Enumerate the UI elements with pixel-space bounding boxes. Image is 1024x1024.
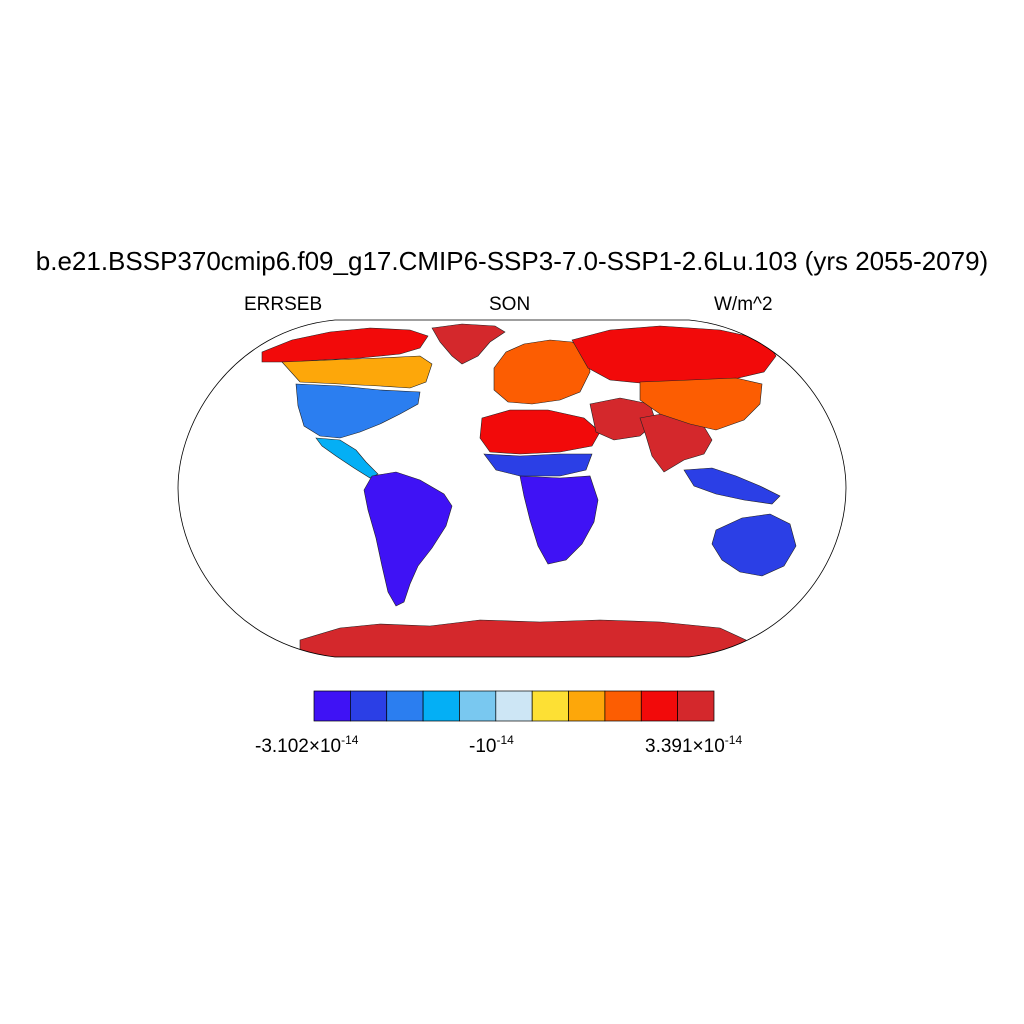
colorbar-min-label: -3.102×10-14	[255, 733, 359, 757]
colorbar-swatch	[640, 690, 678, 722]
greenland	[431, 323, 506, 365]
east-asia	[639, 377, 763, 431]
north-africa	[479, 409, 601, 455]
colorbar-swatch	[677, 690, 715, 722]
colorbar-swatch	[495, 690, 533, 722]
colorbar-swatch	[386, 690, 424, 722]
north-america-central	[295, 383, 421, 439]
units-label: W/m^2	[714, 294, 773, 315]
siberia	[571, 325, 777, 385]
central-america	[315, 437, 379, 479]
variable-label: ERRSEB	[244, 294, 323, 315]
south-america	[363, 471, 453, 607]
colorbar-swatch	[568, 690, 606, 722]
globe-outline	[177, 319, 847, 658]
season-label: SON	[489, 294, 531, 315]
plot-title: b.e21.BSSP370cmip6.f09_g17.CMIP6-SSP3-7.…	[35, 246, 989, 276]
colorbar-swatch	[422, 690, 460, 722]
colorbar-max-label: 3.391×10-14	[645, 733, 743, 757]
sahel	[483, 453, 593, 477]
antarctica	[299, 619, 747, 657]
colorbar-swatch	[531, 690, 569, 722]
colorbar	[313, 690, 715, 722]
north-america-boreal	[281, 355, 433, 389]
southeast-asia	[683, 467, 781, 505]
colorbar-mid-label: -10-14	[469, 733, 514, 757]
europe	[493, 339, 591, 405]
colorbar-swatch	[350, 690, 388, 722]
colorbar-swatch	[604, 690, 642, 722]
australia	[711, 513, 797, 577]
central-africa	[519, 475, 599, 565]
colorbar-swatch	[313, 690, 351, 722]
colorbar-swatch	[459, 690, 497, 722]
